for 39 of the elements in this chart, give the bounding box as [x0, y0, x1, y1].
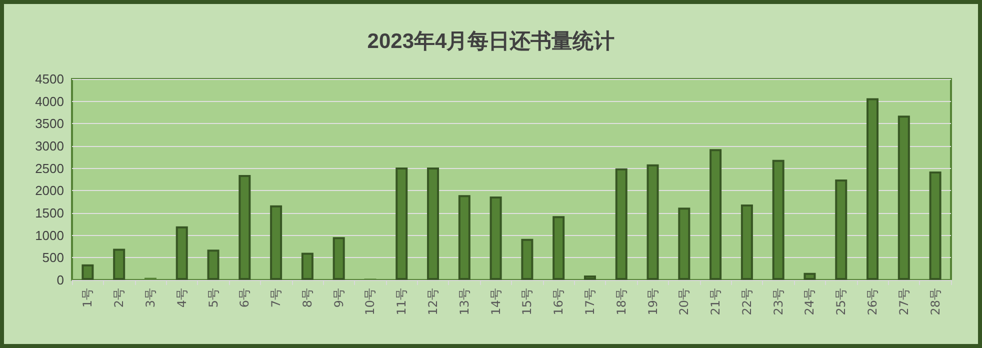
x-tick-label: 25号 [834, 288, 848, 316]
y-tick-label: 3500 [35, 116, 64, 132]
y-tick-label: 1000 [35, 228, 64, 243]
x-tick-label: 28号 [928, 288, 942, 316]
x-tick-label: 4号 [174, 288, 189, 308]
x-tick-label: 21号 [708, 288, 723, 316]
x-tick-label: 27号 [896, 288, 911, 316]
x-tick-label: 8号 [300, 288, 314, 308]
x-tick-label: 13号 [457, 288, 472, 316]
y-tick-label: 0 [56, 272, 64, 288]
y-tick-label: 3000 [35, 138, 64, 154]
y-tick-label: 2000 [35, 183, 64, 198]
x-tick-label: 2号 [112, 288, 126, 308]
y-tick-label: 500 [42, 250, 64, 266]
x-tick-label: 19号 [646, 288, 660, 316]
x-tick-label: 15号 [520, 288, 534, 316]
y-tick-label: 1500 [35, 206, 64, 220]
x-tick-label: 1号 [80, 288, 95, 308]
x-tick-label: 17号 [582, 288, 597, 316]
y-tick-label: 4000 [35, 94, 64, 109]
x-tick-label: 16号 [552, 288, 566, 316]
x-tick-label: 3号 [143, 288, 158, 308]
y-tick-label: 4500 [35, 72, 64, 86]
x-tick-label: 26号 [866, 288, 880, 316]
x-tick-label: 10号 [363, 288, 378, 316]
x-tick-label: 7号 [269, 288, 284, 308]
x-tick-label: 22号 [740, 288, 754, 316]
x-tick-label: 24号 [802, 288, 817, 316]
x-tick-label: 6号 [238, 288, 252, 308]
x-tick-label: 5号 [206, 288, 220, 308]
x-tick-label: 23号 [771, 288, 786, 316]
x-tick-label: 18号 [614, 288, 628, 316]
x-tick-label: 12号 [426, 288, 440, 316]
x-tick-label: 14号 [488, 288, 503, 316]
x-tick-label: 9号 [332, 288, 346, 308]
x-tick-label: 20号 [677, 288, 692, 316]
y-tick-label: 2500 [35, 160, 64, 176]
x-tick-label: 11号 [394, 288, 409, 316]
chart-title: 2023年4月每日还书量统计 [367, 29, 615, 53]
